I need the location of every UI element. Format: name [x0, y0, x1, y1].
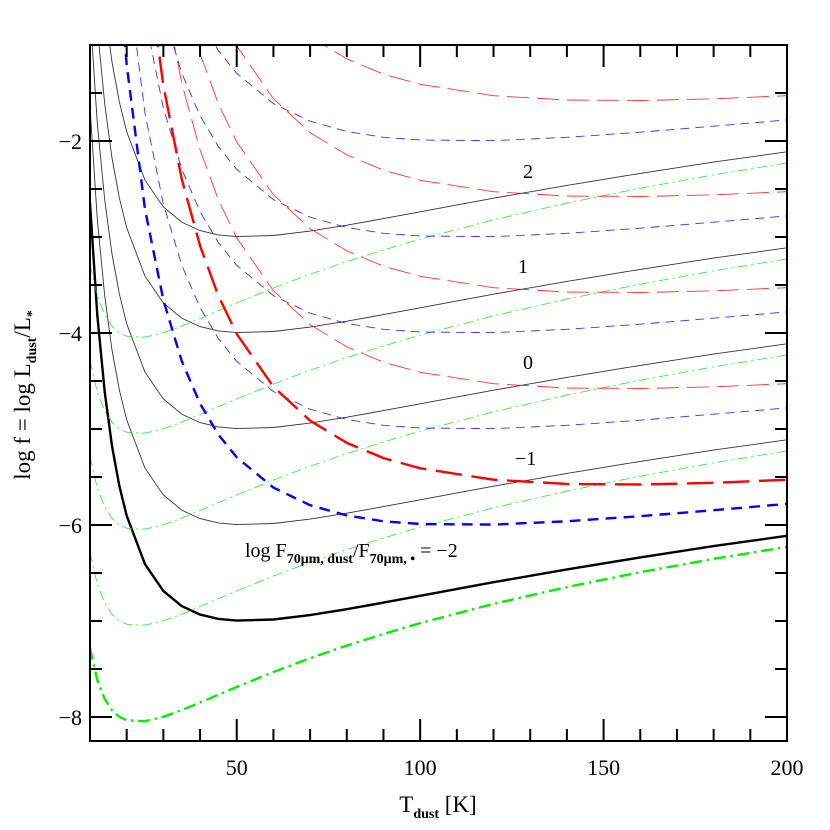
curve-label-minus1: −1 [515, 448, 536, 470]
y-title-sub2: * [25, 310, 40, 317]
x-tick-label: 150 [587, 755, 620, 780]
annotation-flux-ratio: log F70μm, dust/F70μm, • = −2 [245, 540, 458, 567]
curve-solid-3 [90, 106, 787, 526]
x-tick-label: 200 [771, 755, 804, 780]
curve-dash-dot-3 [90, 450, 787, 626]
curve-short-dash-2 [150, 45, 787, 334]
curves-group [90, 45, 787, 723]
curve-short-dash-0 [214, 45, 787, 142]
y-title-main: log f = log L [10, 363, 35, 479]
curve-long-dash-4 [156, 45, 787, 486]
curve-long-dash-0 [323, 45, 787, 101]
y-tick-label: −8 [59, 705, 82, 730]
curve-dash-dot-1 [90, 258, 787, 434]
y-title-sub1: dust [25, 337, 40, 363]
x-title-sub: dust [413, 807, 439, 822]
x-axis-title: Tdust [K] [399, 792, 476, 822]
curve-solid-1 [98, 45, 787, 334]
curve-dash-dot-4 [90, 545, 787, 723]
y-tick-label: −4 [59, 321, 82, 346]
x-title-main: T [399, 792, 413, 817]
x-tick-label: 50 [226, 755, 248, 780]
annotation-prefix: log F [245, 540, 287, 562]
curve-long-dash-1 [235, 45, 787, 197]
curve-dash-dot-2 [90, 354, 787, 530]
curve-solid-2 [91, 45, 787, 430]
annotation-mid: /F [353, 540, 370, 562]
curve-label-0: 0 [523, 352, 533, 374]
plot-frame [89, 44, 788, 742]
annotation-eq: = −2 [415, 540, 458, 562]
x-tick-label: 100 [404, 755, 437, 780]
curve-short-dash-3 [135, 45, 787, 430]
y-title-mid: /L [10, 317, 35, 337]
curve-short-dash-4 [123, 45, 787, 526]
curve-label-2: 2 [523, 161, 533, 183]
curve-label-1: 1 [518, 256, 528, 278]
curve-solid-4 [90, 202, 787, 622]
annotation-sub2: 70μm, • [370, 552, 416, 567]
curve-solid-0 [109, 45, 787, 238]
curve-long-dash-3 [173, 45, 787, 389]
x-title-rest: [K] [439, 792, 477, 817]
curve-short-dash-1 [172, 45, 787, 238]
curve-dash-dot-0 [90, 162, 787, 338]
annotation-sub1: 70μm, dust [287, 552, 354, 567]
y-tick-label: −6 [59, 513, 82, 538]
y-tick-label: −2 [59, 129, 82, 154]
curve-long-dash-2 [197, 45, 787, 293]
ticks-group: 50 100 150 200 −2 −4 −6 −8 [59, 44, 804, 780]
y-axis-title: log f = log Ldust/L* [10, 310, 40, 480]
